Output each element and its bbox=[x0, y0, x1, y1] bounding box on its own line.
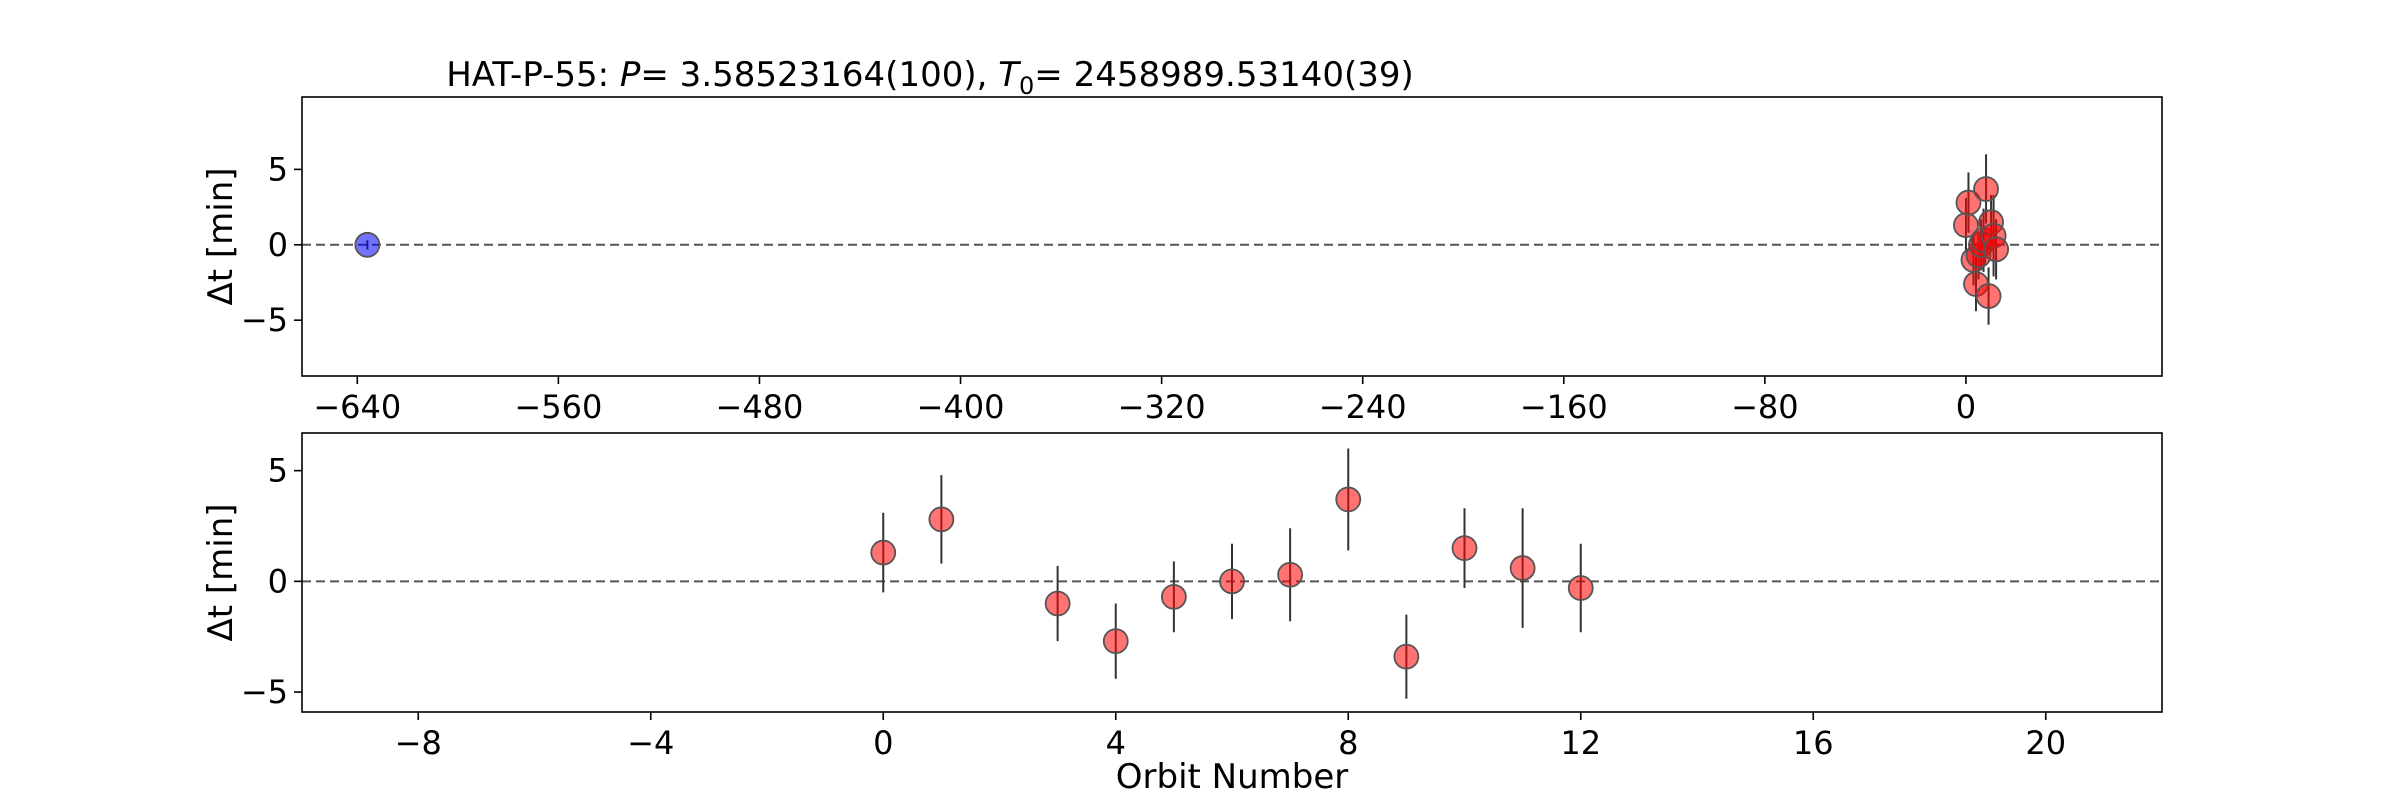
y-tick-label: 5 bbox=[268, 150, 288, 188]
red-data-point bbox=[1335, 486, 1362, 513]
x-tick-label: −640 bbox=[313, 388, 401, 426]
title-epoch-value: = 2458989.53140(39) bbox=[1034, 55, 1413, 95]
x-tick-label: −320 bbox=[1118, 388, 1206, 426]
red-data-point bbox=[1393, 643, 1420, 670]
red-data-point bbox=[1509, 555, 1536, 581]
red-data-point bbox=[1975, 283, 2002, 309]
chart-title: HAT-P-55: P= 3.58523164(100), T0= 245898… bbox=[446, 55, 1414, 100]
x-tick-label: 4 bbox=[1106, 724, 1126, 762]
x-tick-label: 16 bbox=[1793, 724, 1834, 762]
x-tick-label: 20 bbox=[2025, 724, 2066, 762]
title-epoch-subscript: 0 bbox=[1019, 72, 1034, 100]
x-tick-label: −240 bbox=[1319, 388, 1407, 426]
y-axis-label: Δt [min] bbox=[201, 503, 241, 641]
red-data-point bbox=[1219, 568, 1245, 595]
y-tick-label: 0 bbox=[268, 562, 288, 600]
x-tick-label: −4 bbox=[627, 724, 674, 762]
x-tick-label: −400 bbox=[917, 388, 1005, 426]
x-tick-label: −160 bbox=[1520, 388, 1608, 426]
y-tick-label: 5 bbox=[268, 452, 288, 490]
panel-full-timeline: −640 −560 −480 −400 −320 −240 −160 −80 0 −5 0 5 Δt [… bbox=[201, 96, 2163, 426]
x-axis-label: Orbit Number bbox=[1116, 757, 1349, 797]
red-data-point bbox=[870, 539, 897, 566]
x-tick-label: 0 bbox=[873, 724, 893, 762]
y-axis-label: Δt [min] bbox=[201, 167, 241, 305]
x-tick-label: −560 bbox=[514, 388, 602, 426]
x-tick-label: 8 bbox=[1338, 724, 1358, 762]
x-tick-label: −8 bbox=[395, 724, 442, 762]
x-tick-label: −80 bbox=[1731, 388, 1799, 426]
title-period-value: = 3.58523164(100), bbox=[640, 55, 998, 95]
axes-frame bbox=[301, 432, 2163, 713]
x-tick-label: −480 bbox=[716, 388, 804, 426]
red-data-point bbox=[1160, 583, 1187, 610]
red-data-point bbox=[1451, 535, 1478, 562]
y-tick-label: −5 bbox=[241, 301, 288, 339]
red-data-point bbox=[928, 506, 955, 533]
title-target: HAT-P-55: bbox=[446, 55, 620, 95]
red-data-point bbox=[1955, 189, 1982, 216]
x-tick-label: 0 bbox=[1956, 388, 1976, 426]
red-data-point bbox=[1277, 561, 1304, 588]
axes-frame bbox=[301, 96, 2163, 377]
y-tick-label: 0 bbox=[268, 226, 288, 264]
red-data-point bbox=[1102, 628, 1129, 655]
title-epoch-symbol: T bbox=[998, 55, 1021, 95]
red-data-point bbox=[1567, 575, 1594, 601]
title-period-symbol: P bbox=[620, 55, 641, 95]
x-tick-label: 12 bbox=[1560, 724, 1601, 762]
red-data-point bbox=[1044, 590, 1071, 617]
red-data-point bbox=[1983, 236, 2010, 263]
panel-zoomed: −8 −4 0 4 8 12 16 20 −5 0 5 Δt [min] Orbit Number bbox=[201, 432, 2163, 797]
blue-data-point bbox=[354, 231, 381, 258]
red-data-point bbox=[1973, 176, 1999, 202]
y-tick-label: −5 bbox=[241, 673, 288, 711]
